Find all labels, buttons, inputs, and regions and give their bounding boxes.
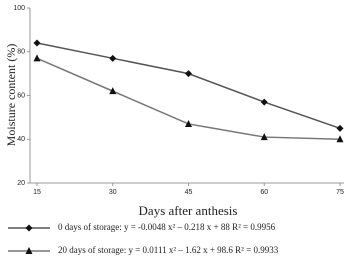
y-tick-label: 40: [17, 136, 25, 143]
x-tick-label: 45: [185, 189, 193, 196]
data-point: [109, 54, 117, 62]
legend-marker: [25, 247, 33, 254]
x-axis-title: Days after anthesis: [139, 203, 238, 218]
data-point: [33, 54, 41, 62]
y-axis-title: Moisture content (%): [4, 44, 18, 147]
legend-marker: [25, 224, 33, 232]
x-tick-label: 75: [336, 189, 344, 196]
x-tick-label: 15: [33, 189, 41, 196]
y-tick-label: 60: [17, 92, 25, 99]
y-tick-label: 80: [17, 49, 25, 56]
data-point: [185, 119, 192, 127]
data-point: [33, 39, 41, 47]
data-point: [260, 98, 268, 106]
x-tick-label: 30: [109, 189, 117, 196]
x-tick-label: 60: [260, 189, 268, 196]
legend-label: 0 days of storage: y = -0.0048 x² – 0.21…: [58, 222, 276, 232]
data-point: [336, 124, 344, 132]
series-line: [36, 42, 341, 130]
data-point: [260, 133, 268, 141]
legend-label: 20 days of storage: y = 0.0111 x² – 1.62…: [58, 245, 279, 255]
data-point: [185, 70, 192, 78]
data-point: [109, 87, 117, 95]
y-tick-label: 20: [17, 180, 25, 187]
y-tick-label: 100: [13, 5, 25, 12]
data-point: [336, 135, 344, 143]
